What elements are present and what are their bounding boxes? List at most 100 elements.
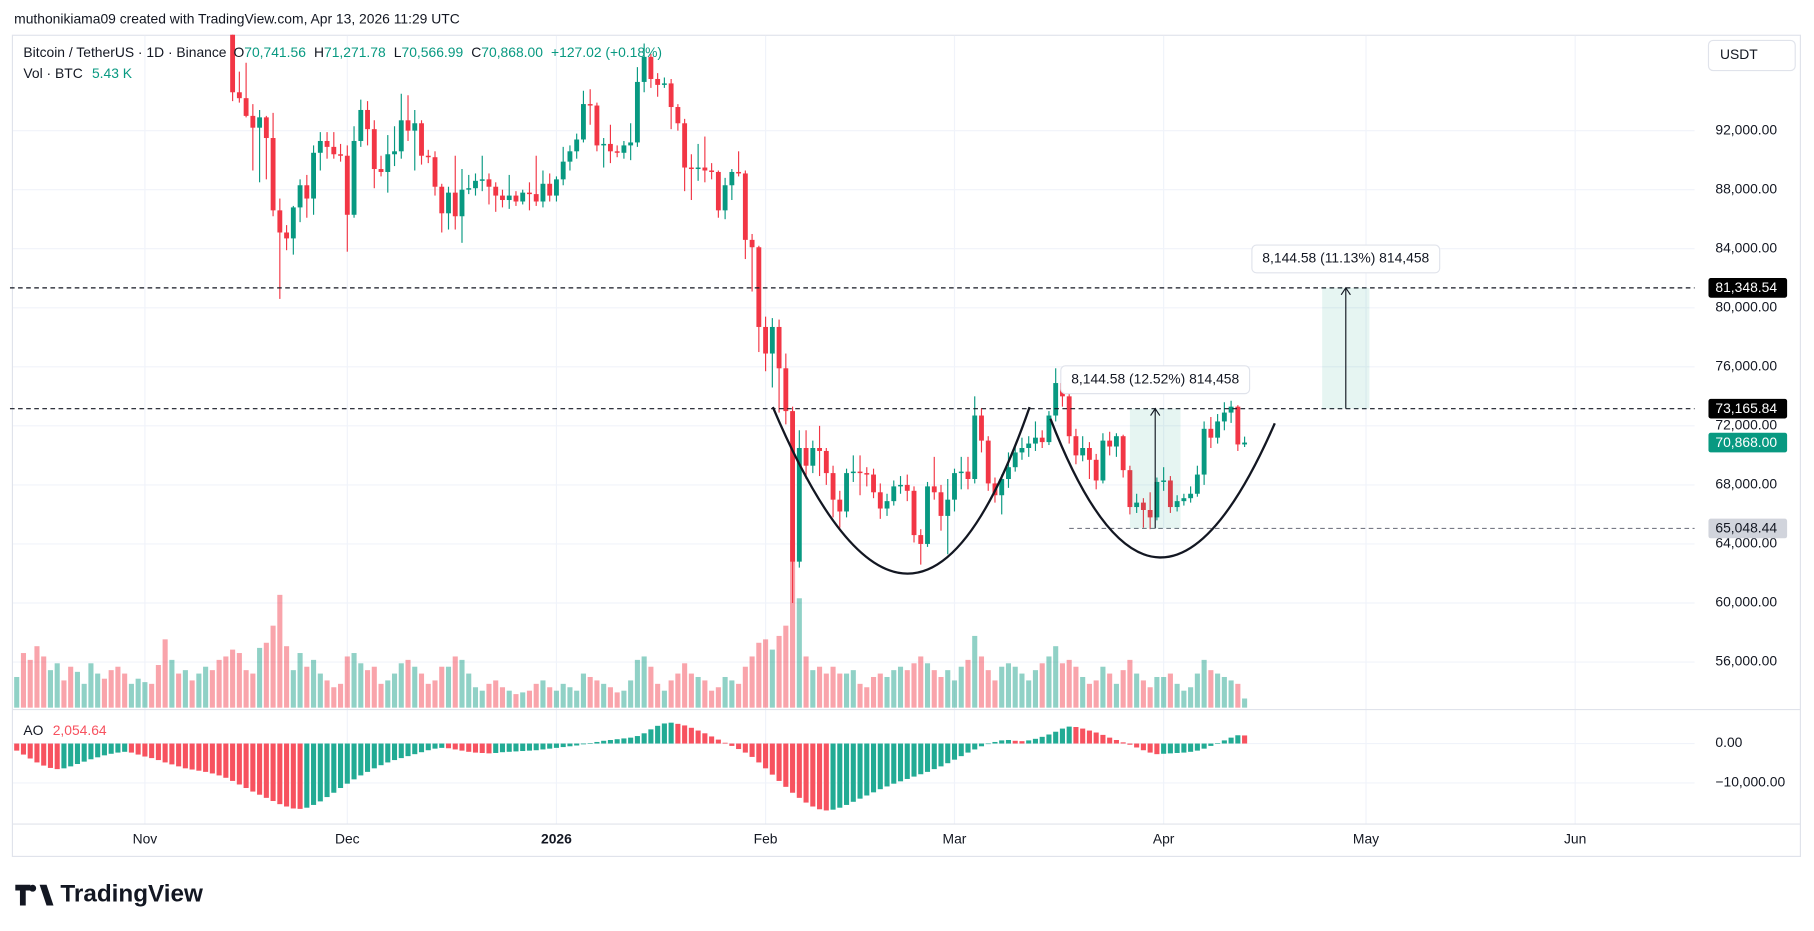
volume-bar (425, 683, 431, 708)
ao-bar (1215, 743, 1221, 744)
ao-bar (459, 743, 465, 751)
y-tick-label: 56,000.00 (1715, 653, 1777, 669)
candle-body (594, 105, 600, 146)
volume-bar (1073, 666, 1079, 708)
candle-body (601, 143, 607, 146)
volume-bar (1120, 670, 1126, 708)
volume-bar (715, 687, 721, 708)
ao-bar (506, 743, 512, 752)
ao-bar (736, 743, 742, 750)
ao-bar (122, 743, 128, 752)
candle-body (661, 83, 667, 85)
volume-bar (122, 673, 128, 708)
volume-bar (850, 670, 856, 708)
ao-bar (1201, 743, 1207, 749)
volume-bar (614, 692, 620, 708)
volume-bar (149, 683, 155, 708)
volume-bar (189, 680, 195, 708)
volume-bar (796, 598, 802, 708)
ao-bar (621, 738, 627, 744)
ao-bar (641, 733, 647, 744)
currency-button[interactable] (1707, 39, 1796, 72)
ao-bar (1242, 735, 1248, 744)
volume-bar (1046, 656, 1052, 708)
ao-bar (176, 743, 182, 767)
volume-bar (1215, 673, 1221, 708)
chart: Nov Dec 2026 Feb Mar Apr May Jun 56,000.00 60,000… (9, 34, 1801, 846)
candle-body (1161, 480, 1167, 482)
price-tag (1708, 278, 1788, 298)
candle-body (709, 170, 715, 172)
volume-bar (810, 670, 816, 708)
ao-bar (540, 743, 546, 750)
volume-bar (1107, 673, 1113, 708)
volume-bar (661, 690, 667, 708)
volume-bar (965, 659, 971, 708)
candle-body (877, 492, 883, 509)
ao-bar (1086, 730, 1092, 744)
ao-bar (607, 739, 613, 744)
ao-bar (61, 743, 67, 769)
volume-bar (1181, 690, 1187, 708)
candle-body (547, 183, 553, 196)
ao-bar (668, 722, 674, 744)
ao-bar (486, 743, 492, 754)
ao-bar (702, 733, 708, 744)
volume-bar (931, 670, 937, 708)
ao-bar (1113, 739, 1119, 744)
ao-bar (338, 743, 344, 789)
volume-bar (756, 642, 762, 708)
candle-body (1039, 437, 1045, 443)
ao-bar (1235, 735, 1241, 744)
candle-body (1120, 436, 1126, 471)
volume (14, 540, 1248, 708)
volume-bar (41, 656, 47, 708)
volume-bar (142, 682, 148, 708)
ohlc-value: 71,271.78 (324, 44, 386, 60)
y-tick-label: 76,000.00 (1715, 357, 1777, 373)
ao-bar (648, 729, 654, 744)
volume-bar (203, 666, 209, 708)
ao-bar (945, 743, 951, 764)
volume-bar (1032, 670, 1038, 708)
y-tick-label: 80,000.00 (1715, 298, 1777, 314)
ao-bar (351, 743, 357, 780)
volume-bar (668, 680, 674, 708)
ohlc-key: H (314, 44, 324, 60)
candle-body (527, 192, 532, 195)
ao-bar (445, 743, 452, 749)
ao-bar (95, 743, 101, 758)
ao-bar (391, 743, 398, 761)
candle-body (1194, 474, 1200, 494)
volume-bar (108, 670, 114, 708)
ao-bar (547, 743, 553, 749)
volume-bar (135, 678, 141, 708)
candle-body (371, 129, 377, 170)
ao-bar (358, 743, 364, 776)
volume-bar (479, 690, 485, 708)
volume-bar (729, 680, 735, 708)
volume-bar (904, 670, 910, 708)
candle-body (911, 490, 917, 536)
candle-body (790, 411, 796, 562)
candle-body (385, 154, 391, 172)
candle-body (317, 140, 323, 153)
volume-bar (891, 670, 897, 708)
ao-bar (864, 743, 870, 796)
ao-bar (270, 743, 276, 802)
volume-bar (1228, 680, 1234, 708)
volume-bar (290, 670, 296, 708)
ao-bar (243, 743, 249, 789)
candle-body (979, 415, 984, 441)
ao-bar (951, 743, 958, 760)
candle-body (425, 155, 431, 158)
ao-bar (1107, 737, 1113, 744)
measure-label: 8,144.58 (11.13%) 814,458 (1262, 250, 1429, 266)
candle-body (837, 499, 843, 512)
candle-body (1066, 396, 1072, 437)
ao-bar (783, 743, 789, 787)
volume-bar (1235, 683, 1241, 708)
candle-body (351, 140, 357, 215)
y-tick-label: 72,000.00 (1715, 417, 1777, 433)
